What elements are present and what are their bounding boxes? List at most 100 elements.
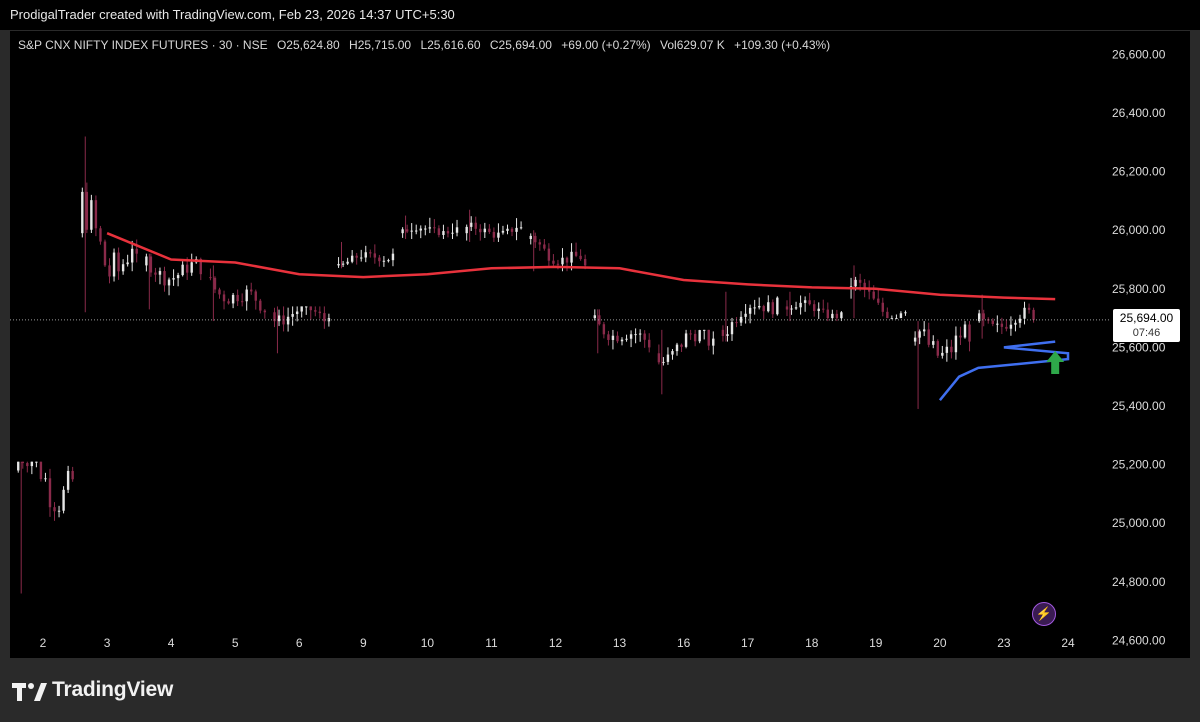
- candle-body: [598, 315, 601, 325]
- candle-body: [112, 252, 116, 277]
- candle-body: [350, 255, 354, 262]
- candle-body: [748, 307, 752, 314]
- candle-body: [954, 335, 958, 353]
- candle-body: [346, 261, 349, 264]
- candle-body: [222, 294, 226, 302]
- candle-body: [620, 339, 624, 342]
- red-indicator-line: [106, 232, 1056, 301]
- candle-body: [941, 352, 944, 356]
- candle-body: [483, 228, 487, 233]
- candle-body: [758, 306, 761, 308]
- candle-body: [355, 255, 358, 258]
- candle-body: [455, 227, 459, 233]
- candle-body: [932, 341, 935, 345]
- candle-body: [767, 302, 770, 312]
- candle-body: [922, 329, 926, 332]
- candle-body: [790, 308, 793, 310]
- candle-body: [17, 461, 20, 471]
- candle-body: [607, 334, 610, 340]
- candle-body: [583, 259, 587, 266]
- x-tick-label: 19: [869, 636, 883, 650]
- candle-body: [858, 279, 862, 283]
- candle-body: [428, 227, 432, 229]
- candle-body: [117, 252, 120, 272]
- candle-body: [405, 229, 409, 232]
- candle-body: [437, 228, 441, 235]
- candle-body: [181, 264, 184, 276]
- candle-body: [245, 289, 248, 302]
- lightning-bolt-icon[interactable]: ⚡: [1032, 602, 1056, 626]
- candle-body: [698, 330, 701, 342]
- candle-body: [707, 329, 710, 346]
- candle-body: [703, 329, 706, 331]
- candle-body: [199, 259, 202, 275]
- x-tick-label: 20: [933, 636, 947, 650]
- candle-body: [21, 461, 24, 464]
- candle-body: [648, 339, 651, 348]
- candle-body: [433, 227, 436, 229]
- candle-body: [71, 470, 74, 480]
- candle-body: [158, 271, 162, 275]
- high-label: H: [349, 38, 358, 52]
- candle-body: [66, 470, 70, 490]
- ohlc-legend: S&P CNX NIFTY INDEX FUTURES · 30 · NSE O…: [18, 38, 836, 52]
- candle-body: [675, 344, 679, 352]
- candle-body: [712, 338, 715, 346]
- candle-body: [48, 478, 52, 508]
- candle-body: [945, 346, 949, 353]
- candle-body: [611, 335, 615, 340]
- y-tick-label: 26,000.00: [1112, 223, 1166, 237]
- candle-body: [309, 306, 312, 311]
- candle-body: [1005, 326, 1008, 329]
- candle-body: [1023, 307, 1026, 319]
- chart-area[interactable]: 24,600.00 24,800.00 25,000.00 25,200.00 25,4…: [10, 31, 1190, 658]
- candle-body: [185, 264, 189, 273]
- candle-body: [799, 302, 802, 308]
- tradingview-brand: TradingView: [52, 678, 174, 701]
- symbol-label[interactable]: S&P CNX NIFTY INDEX FUTURES · 30 · NSE: [18, 38, 268, 52]
- low-value: 25,616.60: [427, 38, 481, 52]
- candle-body: [616, 335, 619, 342]
- last-price-tag: 25,694.00 07:46: [1113, 309, 1180, 342]
- candle-body: [854, 279, 857, 287]
- candle-body: [693, 333, 697, 342]
- candle-body: [785, 306, 789, 310]
- candle-body: [176, 275, 180, 279]
- candle-body: [638, 333, 642, 335]
- x-tick-label: 3: [104, 636, 111, 650]
- candle-body: [341, 263, 345, 265]
- candle-body: [515, 227, 518, 232]
- volume-label: Vol: [660, 38, 677, 52]
- candle-body: [364, 252, 367, 258]
- chart-caption-bar: ProdigalTrader created with TradingView.…: [0, 0, 1200, 30]
- branding-footer: TradingView: [0, 660, 1200, 722]
- candle-body: [625, 338, 628, 340]
- y-tick-label: 25,600.00: [1112, 340, 1166, 354]
- candle-body: [62, 489, 65, 511]
- candle-body: [886, 311, 889, 319]
- candle-body: [634, 334, 637, 336]
- candle-body: [39, 461, 43, 480]
- candle-body: [863, 282, 866, 289]
- y-tick-label: 25,200.00: [1112, 458, 1166, 472]
- candle-body: [552, 260, 555, 264]
- y-tick-label: 25,400.00: [1112, 399, 1166, 413]
- y-tick-label: 24,800.00: [1112, 575, 1166, 589]
- y-tick-label: 25,000.00: [1112, 516, 1166, 530]
- candle-body: [776, 297, 779, 315]
- candle-body: [963, 324, 967, 338]
- candle-body: [318, 311, 322, 314]
- candle-body: [726, 334, 729, 336]
- candle-body: [135, 248, 138, 254]
- candle-body: [936, 341, 939, 356]
- candlestick-chart[interactable]: 24,600.00 24,800.00 25,000.00 25,200.00 25,4…: [10, 31, 1190, 658]
- candle-body: [295, 311, 299, 315]
- candle-body: [1009, 324, 1013, 329]
- candle-body: [991, 320, 994, 324]
- candle-body: [81, 191, 84, 234]
- candle-body: [314, 310, 317, 312]
- candle-body: [657, 353, 661, 363]
- blue-indicator-line: [938, 340, 1070, 401]
- candle-body: [263, 310, 267, 313]
- candle-body: [735, 322, 738, 324]
